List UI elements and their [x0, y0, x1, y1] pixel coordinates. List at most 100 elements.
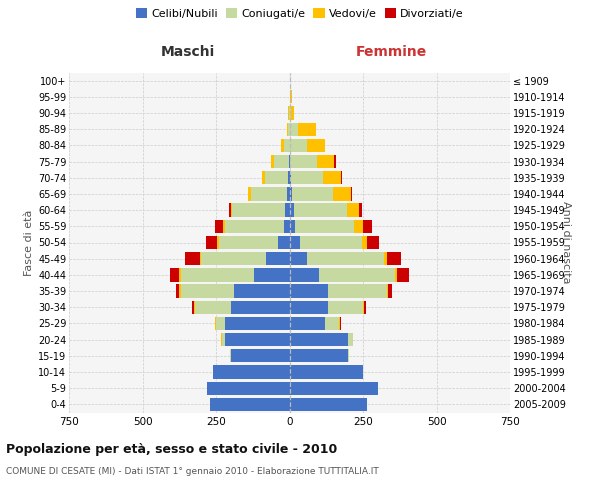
- Bar: [222, 333, 225, 346]
- Bar: [213, 366, 290, 378]
- Bar: [363, 220, 372, 233]
- Bar: [397, 268, 409, 281]
- Bar: [294, 204, 347, 217]
- Bar: [291, 106, 294, 120]
- Bar: [317, 155, 334, 168]
- Legend: Celibi/Nubili, Coniugati/e, Vedovi/e, Divorziati/e: Celibi/Nubili, Coniugati/e, Vedovi/e, Di…: [134, 6, 466, 21]
- Bar: [194, 300, 196, 314]
- Bar: [179, 284, 181, 298]
- Bar: [200, 252, 202, 266]
- Bar: [216, 317, 225, 330]
- Bar: [323, 171, 341, 184]
- Bar: [298, 122, 316, 136]
- Bar: [300, 236, 362, 249]
- Bar: [290, 220, 295, 233]
- Bar: [290, 382, 378, 395]
- Text: Maschi: Maschi: [161, 45, 215, 59]
- Bar: [202, 252, 266, 266]
- Bar: [288, 122, 290, 136]
- Bar: [290, 122, 298, 136]
- Bar: [290, 284, 328, 298]
- Bar: [278, 236, 290, 249]
- Bar: [232, 204, 285, 217]
- Bar: [230, 300, 290, 314]
- Bar: [262, 171, 265, 184]
- Bar: [290, 268, 319, 281]
- Bar: [388, 284, 392, 298]
- Bar: [225, 220, 284, 233]
- Bar: [217, 236, 219, 249]
- Bar: [181, 284, 233, 298]
- Bar: [290, 349, 348, 362]
- Bar: [271, 155, 274, 168]
- Bar: [284, 220, 290, 233]
- Bar: [281, 138, 284, 152]
- Bar: [325, 317, 340, 330]
- Bar: [290, 366, 363, 378]
- Bar: [285, 204, 290, 217]
- Bar: [254, 268, 290, 281]
- Bar: [347, 204, 359, 217]
- Bar: [328, 284, 386, 298]
- Bar: [287, 122, 288, 136]
- Bar: [223, 220, 225, 233]
- Bar: [367, 236, 379, 249]
- Bar: [290, 204, 294, 217]
- Bar: [170, 268, 179, 281]
- Bar: [359, 204, 362, 217]
- Bar: [185, 252, 200, 266]
- Bar: [350, 188, 352, 200]
- Bar: [290, 252, 307, 266]
- Bar: [362, 236, 367, 249]
- Bar: [287, 188, 290, 200]
- Text: COMUNE DI CESATE (MI) - Dati ISTAT 1° gennaio 2010 - Elaborazione TUTTITALIA.IT: COMUNE DI CESATE (MI) - Dati ISTAT 1° ge…: [6, 468, 379, 476]
- Bar: [206, 236, 217, 249]
- Bar: [290, 398, 367, 411]
- Bar: [295, 220, 354, 233]
- Bar: [219, 236, 278, 249]
- Bar: [251, 188, 287, 200]
- Bar: [319, 268, 395, 281]
- Bar: [328, 300, 363, 314]
- Y-axis label: Fasce di età: Fasce di età: [23, 210, 34, 276]
- Bar: [290, 333, 348, 346]
- Bar: [266, 252, 290, 266]
- Text: Femmine: Femmine: [355, 45, 427, 59]
- Bar: [230, 349, 290, 362]
- Bar: [233, 284, 290, 298]
- Bar: [181, 268, 254, 281]
- Bar: [290, 138, 307, 152]
- Bar: [333, 188, 350, 200]
- Bar: [290, 300, 328, 314]
- Bar: [307, 138, 325, 152]
- Bar: [230, 204, 232, 217]
- Bar: [363, 300, 364, 314]
- Bar: [193, 300, 194, 314]
- Bar: [290, 188, 292, 200]
- Y-axis label: Anni di nascita: Anni di nascita: [561, 201, 571, 283]
- Bar: [284, 138, 290, 152]
- Bar: [229, 204, 230, 217]
- Bar: [196, 300, 230, 314]
- Bar: [179, 268, 181, 281]
- Bar: [265, 171, 288, 184]
- Bar: [274, 155, 289, 168]
- Bar: [386, 252, 401, 266]
- Bar: [341, 171, 343, 184]
- Bar: [386, 284, 388, 298]
- Bar: [176, 284, 179, 298]
- Bar: [290, 236, 300, 249]
- Bar: [210, 398, 290, 411]
- Bar: [291, 171, 323, 184]
- Text: Popolazione per età, sesso e stato civile - 2010: Popolazione per età, sesso e stato civil…: [6, 442, 337, 456]
- Bar: [364, 300, 366, 314]
- Bar: [207, 382, 290, 395]
- Bar: [348, 333, 353, 346]
- Bar: [290, 317, 325, 330]
- Bar: [307, 252, 383, 266]
- Bar: [290, 90, 292, 104]
- Bar: [290, 171, 291, 184]
- Bar: [248, 188, 251, 200]
- Bar: [334, 155, 335, 168]
- Bar: [383, 252, 386, 266]
